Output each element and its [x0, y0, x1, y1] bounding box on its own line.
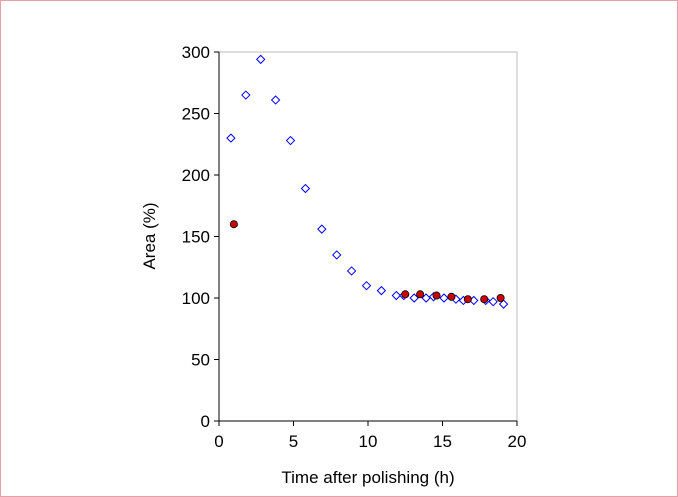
diamond-point [256, 54, 266, 65]
circle-point [496, 293, 505, 302]
diamond-point [285, 135, 296, 146]
diamond-point [241, 90, 251, 100]
y-tick-label: 200 [182, 166, 210, 185]
diamond-point [391, 290, 402, 301]
diamond-point [439, 293, 449, 303]
plot-area [218, 51, 518, 422]
y-tick-label: 300 [182, 43, 210, 62]
y-tick-label: 150 [182, 228, 210, 247]
diamond-point [409, 293, 419, 303]
y-tick-label: 250 [182, 105, 210, 124]
diamond-point [270, 95, 281, 105]
diamond-point [421, 293, 431, 303]
diamond-point [361, 280, 372, 291]
diamond-point [300, 183, 311, 194]
y-tick-label: 100 [182, 289, 210, 308]
x-tick-label: 20 [508, 432, 527, 451]
circle-point [480, 295, 489, 304]
x-axis-label: Time after polishing (h) [281, 468, 454, 487]
circle-point [416, 290, 425, 299]
x-tick-label: 15 [433, 432, 452, 451]
circle-point [229, 220, 238, 229]
x-tick-label: 10 [359, 432, 378, 451]
diamond-point [488, 296, 498, 307]
circle-point [401, 290, 410, 299]
x-tick-label: 5 [289, 432, 298, 451]
circle-point [463, 295, 472, 304]
circle-point [432, 291, 441, 300]
diamond-point [498, 299, 509, 309]
y-axis-label: Area (%) [140, 202, 159, 269]
diamond-point [376, 285, 387, 296]
diamond-point [346, 266, 357, 276]
diamond-point [317, 224, 327, 234]
x-tick-label: 0 [214, 432, 223, 451]
diamond-point [332, 250, 342, 260]
y-tick-label: 50 [191, 351, 210, 370]
y-tick-label: 0 [201, 412, 210, 431]
diamond-point [226, 133, 236, 143]
circle-point [447, 292, 456, 301]
